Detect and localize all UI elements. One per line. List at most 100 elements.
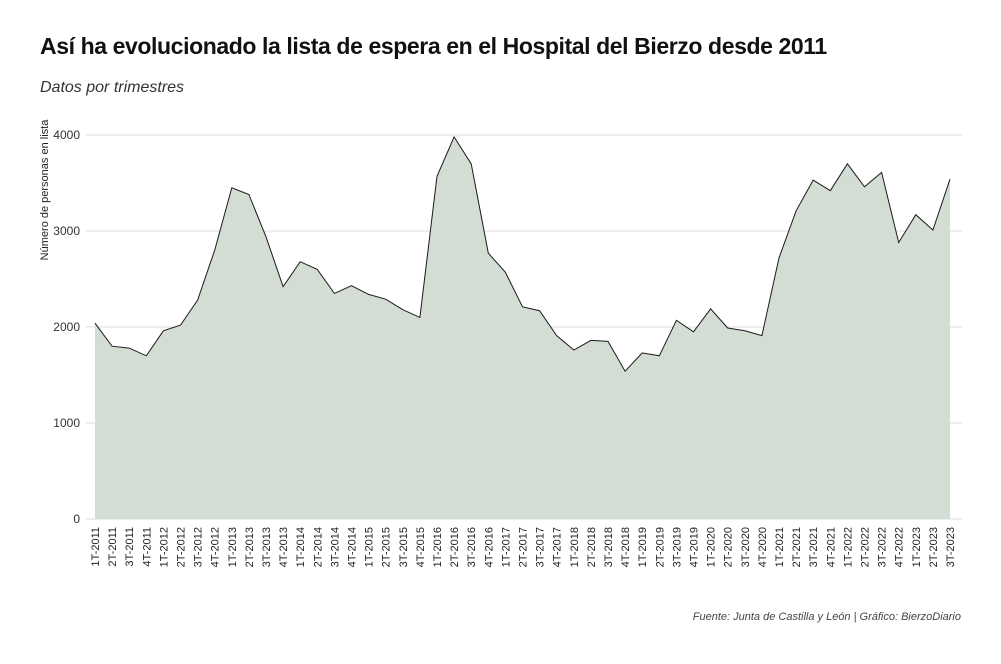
x-tick-label: 3T-2018 <box>603 527 615 567</box>
y-axis-ticks: 0 1000 2000 3000 4000 <box>53 128 80 526</box>
data-point <box>127 346 131 350</box>
y-tick-label: 3000 <box>53 224 80 238</box>
data-point <box>350 284 354 288</box>
x-tick-label: 2T-2011 <box>107 527 119 567</box>
x-tick-label: 2T-2017 <box>518 527 530 567</box>
data-point <box>589 338 593 342</box>
data-point <box>161 329 165 333</box>
data-point <box>435 174 439 178</box>
data-point <box>230 186 234 190</box>
series-line <box>94 135 951 373</box>
data-point <box>196 298 200 302</box>
x-tick-label: 3T-2012 <box>193 527 205 567</box>
data-point <box>743 329 747 333</box>
x-tick-label: 4T-2014 <box>347 527 359 567</box>
data-point <box>914 213 918 217</box>
data-point <box>555 334 559 338</box>
data-point <box>469 162 473 166</box>
chart-title: Así ha evolucionado la lista de espera e… <box>40 33 827 59</box>
x-tick-label: 4T-2012 <box>210 527 222 567</box>
x-tick-label: 1T-2016 <box>432 527 444 567</box>
area-fill <box>95 136 950 519</box>
x-tick-label: 3T-2020 <box>740 527 752 567</box>
y-tick-label: 1000 <box>53 416 80 430</box>
x-tick-label: 1T-2023 <box>911 527 923 567</box>
data-point <box>897 241 901 245</box>
data-point <box>418 315 422 319</box>
x-tick-label: 4T-2011 <box>141 527 153 567</box>
area-series <box>93 135 952 519</box>
data-point <box>794 209 798 213</box>
x-tick-label: 1T-2015 <box>364 527 376 567</box>
x-tick-label: 3T-2014 <box>329 527 341 567</box>
x-tick-label: 4T-2021 <box>825 527 837 567</box>
data-point <box>503 270 507 274</box>
x-tick-label: 4T-2013 <box>278 527 290 567</box>
x-tick-label: 3T-2019 <box>671 527 683 567</box>
data-point <box>948 177 952 181</box>
data-point <box>179 323 183 327</box>
data-point <box>93 321 97 325</box>
data-point <box>213 248 217 252</box>
data-point <box>264 235 268 239</box>
x-tick-label: 4T-2022 <box>894 527 906 567</box>
data-point <box>247 193 251 197</box>
x-tick-label: 1T-2021 <box>774 527 786 567</box>
x-tick-label: 4T-2019 <box>689 527 701 567</box>
data-point <box>845 162 849 166</box>
x-tick-label: 3T-2021 <box>808 527 820 567</box>
data-point <box>709 307 713 311</box>
x-axis-ticks: 1T-2011 2T-2011 3T-2011 4T-2011 1T-2012 2T-20… <box>90 527 957 567</box>
data-point <box>931 228 935 232</box>
data-point <box>623 369 627 373</box>
x-tick-label: 2T-2023 <box>928 527 940 567</box>
source-caption: Fuente: Junta de Castilla y León | Gráfi… <box>692 611 961 623</box>
data-point <box>281 285 285 289</box>
x-tick-label: 1T-2011 <box>90 527 102 567</box>
x-tick-label: 3T-2022 <box>877 527 889 567</box>
x-tick-label: 4T-2016 <box>483 527 495 567</box>
x-tick-label: 2T-2016 <box>449 527 461 567</box>
data-point <box>811 178 815 182</box>
data-point <box>452 135 456 139</box>
x-tick-label: 2T-2018 <box>586 527 598 567</box>
x-tick-label: 1T-2018 <box>569 527 581 567</box>
data-point <box>298 260 302 264</box>
x-tick-label: 4T-2017 <box>552 527 564 567</box>
data-point <box>486 251 490 255</box>
x-tick-label: 4T-2018 <box>620 527 632 567</box>
data-point <box>777 256 781 260</box>
data-point <box>640 351 644 355</box>
x-tick-label: 1T-2022 <box>842 527 854 567</box>
data-point <box>880 170 884 174</box>
data-point <box>760 334 764 338</box>
x-tick-label: 3T-2013 <box>261 527 273 567</box>
x-tick-label: 4T-2015 <box>415 527 427 567</box>
y-tick-label: 2000 <box>53 320 80 334</box>
x-tick-label: 2T-2022 <box>860 527 872 567</box>
y-tick-label: 4000 <box>53 128 80 142</box>
data-point <box>315 267 319 271</box>
data-point <box>674 318 678 322</box>
data-point <box>384 297 388 301</box>
x-tick-label: 1T-2012 <box>158 527 170 567</box>
x-tick-label: 3T-2011 <box>124 527 136 567</box>
x-tick-label: 2T-2015 <box>381 527 393 567</box>
data-point <box>863 185 867 189</box>
data-point <box>144 354 148 358</box>
data-point <box>110 344 114 348</box>
x-tick-label: 2T-2013 <box>244 527 256 567</box>
x-tick-label: 1T-2017 <box>500 527 512 567</box>
data-point <box>726 326 730 330</box>
data-point <box>538 309 542 313</box>
data-point <box>606 339 610 343</box>
y-axis-label: Número de personas en lista <box>39 119 51 261</box>
data-point <box>572 348 576 352</box>
data-point <box>657 354 661 358</box>
data-point <box>692 330 696 334</box>
x-tick-label: 1T-2014 <box>295 527 307 567</box>
y-tick-label: 0 <box>73 512 80 526</box>
x-tick-label: 2T-2021 <box>791 527 803 567</box>
x-tick-label: 1T-2013 <box>227 527 239 567</box>
